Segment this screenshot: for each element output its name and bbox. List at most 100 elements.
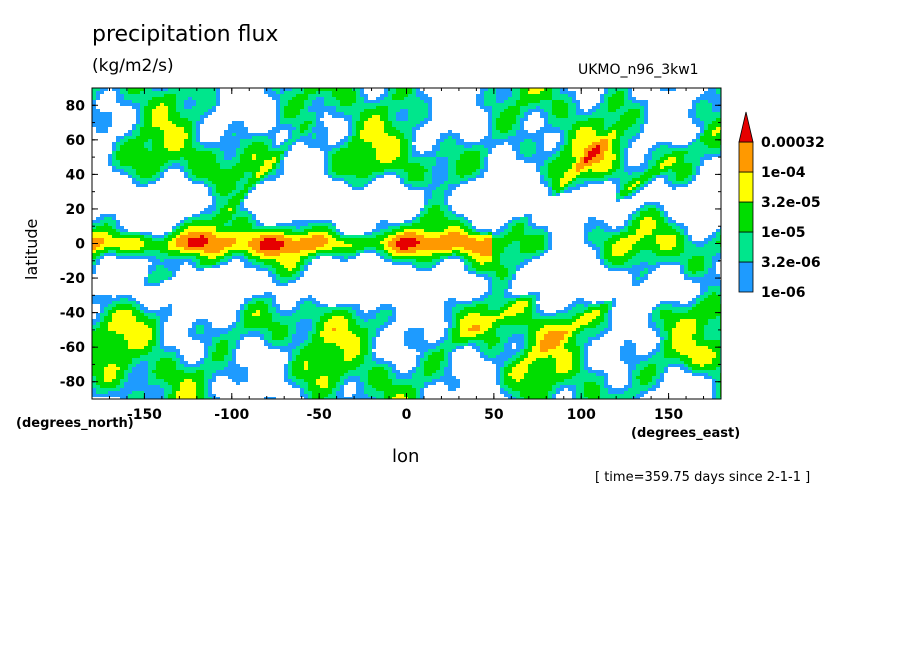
heatmap-cell [100,235,104,238]
heatmap-cell [276,88,280,91]
heatmap-cell [196,181,200,184]
heatmap-cell [424,220,428,223]
heatmap-cell [228,205,232,208]
heatmap-cell [456,175,460,178]
heatmap-cell [416,238,420,241]
heatmap-cell [500,121,504,124]
heatmap-cell [372,130,376,133]
heatmap-cell [220,142,224,145]
heatmap-cell [396,142,400,145]
heatmap-cell [612,133,616,136]
heatmap-cell [612,232,616,235]
heatmap-cell [672,229,676,232]
heatmap-cell [348,127,352,130]
heatmap-cell [544,238,548,241]
heatmap-cell [376,235,380,238]
heatmap-cell [388,130,392,133]
heatmap-cell [540,142,544,145]
heatmap-cell [604,94,608,97]
heatmap-cell [608,154,612,157]
heatmap-cell [568,142,572,145]
heatmap-cell [212,109,216,112]
heatmap-cell [336,97,340,100]
heatmap-cell [240,187,244,190]
heatmap-cell [140,100,144,103]
heatmap-cell [436,238,440,241]
heatmap-cell [436,208,440,211]
heatmap-cell [196,121,200,124]
heatmap-cell [200,118,204,121]
heatmap-cell [232,214,236,217]
heatmap-cell [340,148,344,151]
heatmap-cell [324,229,328,232]
heatmap-cell [428,181,432,184]
heatmap-cell [524,139,528,142]
heatmap-cell [300,124,304,127]
heatmap-cell [444,199,448,202]
heatmap-cell [588,223,592,226]
heatmap-cell [624,97,628,100]
heatmap-cell [196,139,200,142]
heatmap-cell [396,160,400,163]
heatmap-cell [92,244,96,247]
heatmap-cell [212,211,216,214]
heatmap-cell [520,94,524,97]
heatmap-cell [612,241,616,244]
heatmap-cell [364,172,368,175]
heatmap-cell [288,238,292,241]
heatmap-cell [436,157,440,160]
heatmap-cell [644,100,648,103]
heatmap-cell [300,232,304,235]
heatmap-cell [504,109,508,112]
heatmap-cell [628,181,632,184]
heatmap-cell [636,223,640,226]
heatmap-cell [104,88,108,91]
heatmap-cell [588,160,592,163]
heatmap-cell [696,145,700,148]
heatmap-cell [544,91,548,94]
heatmap-cell [660,220,664,223]
heatmap-cell [524,157,528,160]
heatmap-cell [272,139,276,142]
heatmap-cell [96,121,100,124]
heatmap-cell [136,163,140,166]
heatmap-cell [492,118,496,121]
heatmap-cell [424,172,428,175]
heatmap-cell [588,220,592,223]
heatmap-cell [564,190,568,193]
heatmap-cell [372,160,376,163]
heatmap-cell [716,100,720,103]
heatmap-cell [180,91,184,94]
heatmap-cell [480,103,484,106]
heatmap-cell [596,235,600,238]
heatmap-cell [352,175,356,178]
heatmap-cell [656,154,660,157]
heatmap-cell [300,241,304,244]
heatmap-cell [396,133,400,136]
heatmap-cell [412,220,416,223]
heatmap-cell [636,208,640,211]
heatmap-cell [268,226,272,229]
heatmap-cell [128,169,132,172]
heatmap-cell [212,208,216,211]
heatmap-cell [580,145,584,148]
chart-units: (kg/m2/s) [92,56,174,76]
heatmap-cell [212,187,216,190]
heatmap-cell [528,160,532,163]
heatmap-cell [180,229,184,232]
heatmap-cell [420,106,424,109]
heatmap-cell [512,115,516,118]
heatmap-cell [548,103,552,106]
heatmap-cell [264,160,268,163]
heatmap-cell [528,232,532,235]
heatmap-cell [528,100,532,103]
heatmap-cell [484,100,488,103]
heatmap-cell [168,100,172,103]
heatmap-cell [636,112,640,115]
heatmap-cell [668,178,672,181]
heatmap-cell [484,148,488,151]
heatmap-cell [256,139,260,142]
heatmap-cell [536,226,540,229]
heatmap-cell [232,241,236,244]
heatmap-cell [652,178,656,181]
